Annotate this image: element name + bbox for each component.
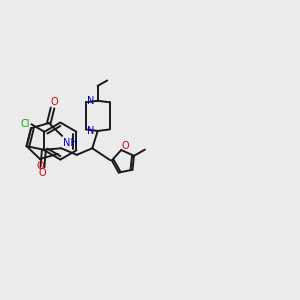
Text: NH: NH: [63, 138, 78, 148]
Text: O: O: [39, 168, 46, 178]
Text: O: O: [36, 160, 44, 171]
Text: Cl: Cl: [20, 119, 30, 129]
Text: O: O: [50, 97, 58, 107]
Text: N: N: [87, 126, 95, 136]
Text: O: O: [121, 141, 129, 151]
Text: N: N: [87, 96, 95, 106]
